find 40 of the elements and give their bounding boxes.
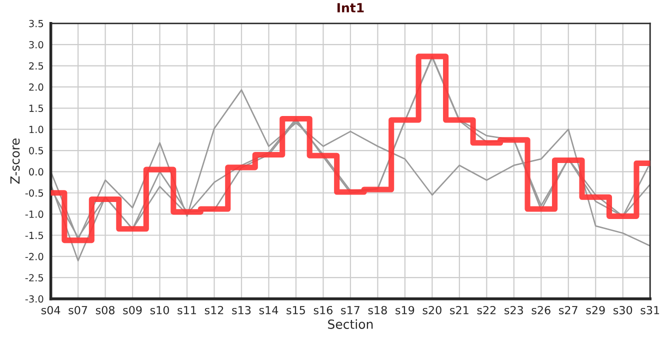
y-tick-label: -1.0 [25,210,44,218]
y-tick-label: -3.0 [25,295,44,303]
y-tick-label: 2.5 [29,62,44,70]
y-tick-label: 0.0 [29,168,44,176]
x-tick-label: s15 [286,306,305,314]
x-tick-label: s26 [532,306,550,314]
x-tick-label: s13 [232,306,251,314]
y-tick-label: -1.5 [25,232,44,240]
x-tick-label: s23 [504,306,523,314]
x-tick-label: s21 [450,306,468,314]
x-tick-label: s16 [314,306,332,314]
x-tick-label: s18 [368,306,387,314]
y-tick-label: 1.0 [29,126,44,134]
x-tick-label: s08 [96,306,115,314]
x-tick-label: s04 [41,306,60,314]
x-tick-label: s09 [123,306,142,314]
x-tick-label: s14 [259,306,278,314]
x-tick-label: s10 [150,306,170,314]
x-tick-label: s27 [559,306,578,314]
x-tick-label: s12 [204,306,224,314]
x-axis-title: Section [328,319,373,329]
x-tick-label: s22 [477,306,496,314]
x-tick-label: s17 [341,306,360,314]
y-tick-label: 2.0 [29,83,44,91]
x-tick-label: s20 [422,306,442,314]
x-tick-label: s30 [614,306,632,314]
x-tick-label: s11 [178,306,196,314]
x-tick-label: s07 [68,306,88,314]
y-tick-label: 1.5 [29,104,44,112]
x-tick-label: s31 [640,306,660,314]
y-tick-label: -2.0 [25,252,44,260]
x-tick-label: s29 [586,306,605,314]
y-tick-label: 0.5 [29,146,44,154]
chart-title: Int1 [338,3,364,12]
y-tick-label: -2.5 [25,274,44,282]
y-tick-label: -0.5 [25,189,44,197]
y-axis-title: Z-score [10,138,20,184]
y-tick-label: 3.5 [29,20,44,28]
x-tick-label: s19 [396,306,414,314]
y-tick-label: 3.0 [29,41,44,48]
